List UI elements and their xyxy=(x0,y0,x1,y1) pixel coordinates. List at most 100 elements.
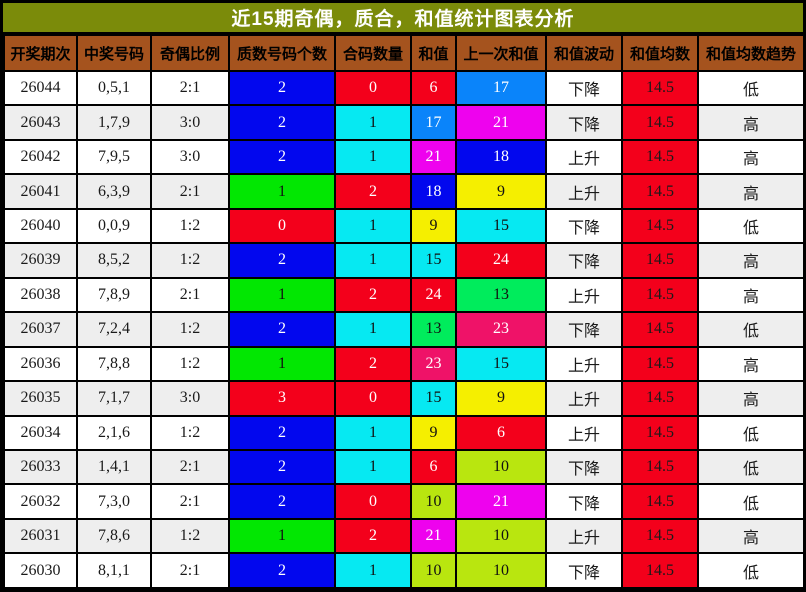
header-cell-trend: 和值均数趋势 xyxy=(697,34,805,72)
cell-mean: 14.5 xyxy=(621,207,699,245)
stats-table: 开奖期次 中奖号码 奇偶比例 质数号码个数 合码数量 和值 上一次和值 和值波动 和值均数 和值均… xyxy=(3,34,805,589)
cell-fluctuation: 下降 xyxy=(545,104,623,141)
cell-trend: 高 xyxy=(697,242,805,279)
cell-mean: 14.5 xyxy=(621,138,699,176)
cell-sum: 6 xyxy=(410,69,457,107)
cell-prev_sum: 9 xyxy=(455,380,547,417)
table-row: 26037 7,2,4 1:2 2 1 13 23 下降 14.5 低 xyxy=(3,311,805,348)
header-cell-prev_sum: 上一次和值 xyxy=(455,34,547,72)
cell-period: 26033 xyxy=(3,448,78,486)
cell-odd_even: 3:0 xyxy=(150,138,230,176)
cell-trend: 高 xyxy=(697,104,805,141)
cell-odd_even: 3:0 xyxy=(150,380,230,417)
cell-odd_even: 1:2 xyxy=(150,207,230,245)
cell-mean: 14.5 xyxy=(621,448,699,486)
cell-period: 26038 xyxy=(3,276,78,314)
cell-prime: 2 xyxy=(228,483,336,520)
cell-numbers: 1,7,9 xyxy=(76,104,152,141)
header-cell-period: 开奖期次 xyxy=(3,34,78,72)
cell-prime: 2 xyxy=(228,552,336,589)
header-row: 开奖期次 中奖号码 奇偶比例 质数号码个数 合码数量 和值 上一次和值 和值波动 和值均数 和值均… xyxy=(3,34,805,72)
cell-composite: 0 xyxy=(334,69,412,107)
cell-mean: 14.5 xyxy=(621,311,699,348)
cell-odd_even: 1:2 xyxy=(150,517,230,555)
cell-trend: 高 xyxy=(697,138,805,176)
cell-mean: 14.5 xyxy=(621,242,699,279)
cell-prev_sum: 13 xyxy=(455,276,547,314)
cell-prime: 0 xyxy=(228,207,336,245)
cell-prev_sum: 10 xyxy=(455,448,547,486)
cell-period: 26043 xyxy=(3,104,78,141)
cell-prime: 2 xyxy=(228,138,336,176)
cell-composite: 2 xyxy=(334,276,412,314)
cell-composite: 1 xyxy=(334,552,412,589)
cell-trend: 高 xyxy=(697,517,805,555)
header-cell-composite: 合码数量 xyxy=(334,34,412,72)
table-row: 26042 7,9,5 3:0 2 1 21 18 上升 14.5 高 xyxy=(3,138,805,176)
cell-odd_even: 2:1 xyxy=(150,552,230,589)
table-row: 26033 1,4,1 2:1 2 1 6 10 下降 14.5 低 xyxy=(3,448,805,486)
cell-period: 26044 xyxy=(3,69,78,107)
cell-sum: 10 xyxy=(410,483,457,520)
cell-odd_even: 2:1 xyxy=(150,448,230,486)
cell-odd_even: 1:2 xyxy=(150,345,230,383)
cell-composite: 2 xyxy=(334,173,412,210)
cell-prime: 2 xyxy=(228,311,336,348)
cell-composite: 1 xyxy=(334,138,412,176)
cell-composite: 1 xyxy=(334,414,412,451)
table-row: 26038 7,8,9 2:1 1 2 24 13 上升 14.5 高 xyxy=(3,276,805,314)
header-cell-fluctuation: 和值波动 xyxy=(545,34,623,72)
cell-trend: 低 xyxy=(697,311,805,348)
cell-fluctuation: 上升 xyxy=(545,173,623,210)
cell-fluctuation: 下降 xyxy=(545,242,623,279)
cell-period: 26042 xyxy=(3,138,78,176)
cell-mean: 14.5 xyxy=(621,276,699,314)
cell-odd_even: 1:2 xyxy=(150,414,230,451)
cell-fluctuation: 上升 xyxy=(545,138,623,176)
cell-composite: 1 xyxy=(334,448,412,486)
cell-composite: 1 xyxy=(334,242,412,279)
cell-fluctuation: 下降 xyxy=(545,483,623,520)
cell-mean: 14.5 xyxy=(621,104,699,141)
table-row: 26044 0,5,1 2:1 2 0 6 17 下降 14.5 低 xyxy=(3,69,805,107)
cell-sum: 15 xyxy=(410,380,457,417)
cell-odd_even: 2:1 xyxy=(150,483,230,520)
cell-period: 26040 xyxy=(3,207,78,245)
cell-trend: 低 xyxy=(697,552,805,589)
cell-fluctuation: 下降 xyxy=(545,69,623,107)
cell-numbers: 7,9,5 xyxy=(76,138,152,176)
cell-numbers: 0,0,9 xyxy=(76,207,152,245)
cell-prime: 2 xyxy=(228,414,336,451)
cell-trend: 高 xyxy=(697,173,805,210)
cell-trend: 高 xyxy=(697,276,805,314)
cell-trend: 低 xyxy=(697,448,805,486)
cell-sum: 24 xyxy=(410,276,457,314)
cell-mean: 14.5 xyxy=(621,552,699,589)
cell-numbers: 7,3,0 xyxy=(76,483,152,520)
cell-prime: 2 xyxy=(228,104,336,141)
cell-period: 26037 xyxy=(3,311,78,348)
cell-prev_sum: 10 xyxy=(455,517,547,555)
header-cell-odd_even: 奇偶比例 xyxy=(150,34,230,72)
cell-sum: 10 xyxy=(410,552,457,589)
cell-prev_sum: 21 xyxy=(455,104,547,141)
cell-trend: 低 xyxy=(697,414,805,451)
cell-sum: 17 xyxy=(410,104,457,141)
cell-composite: 2 xyxy=(334,345,412,383)
cell-period: 26030 xyxy=(3,552,78,589)
cell-prev_sum: 21 xyxy=(455,483,547,520)
cell-prime: 1 xyxy=(228,517,336,555)
cell-prime: 1 xyxy=(228,276,336,314)
cell-numbers: 7,1,7 xyxy=(76,380,152,417)
cell-fluctuation: 下降 xyxy=(545,448,623,486)
cell-period: 26032 xyxy=(3,483,78,520)
table-row: 26031 7,8,6 1:2 1 2 21 10 上升 14.5 高 xyxy=(3,517,805,555)
cell-fluctuation: 上升 xyxy=(545,276,623,314)
cell-sum: 18 xyxy=(410,173,457,210)
cell-mean: 14.5 xyxy=(621,517,699,555)
cell-fluctuation: 下降 xyxy=(545,311,623,348)
cell-sum: 23 xyxy=(410,345,457,383)
title-bar: 近15期奇偶，质合，和值统计图表分析 xyxy=(3,3,803,34)
cell-prev_sum: 23 xyxy=(455,311,547,348)
